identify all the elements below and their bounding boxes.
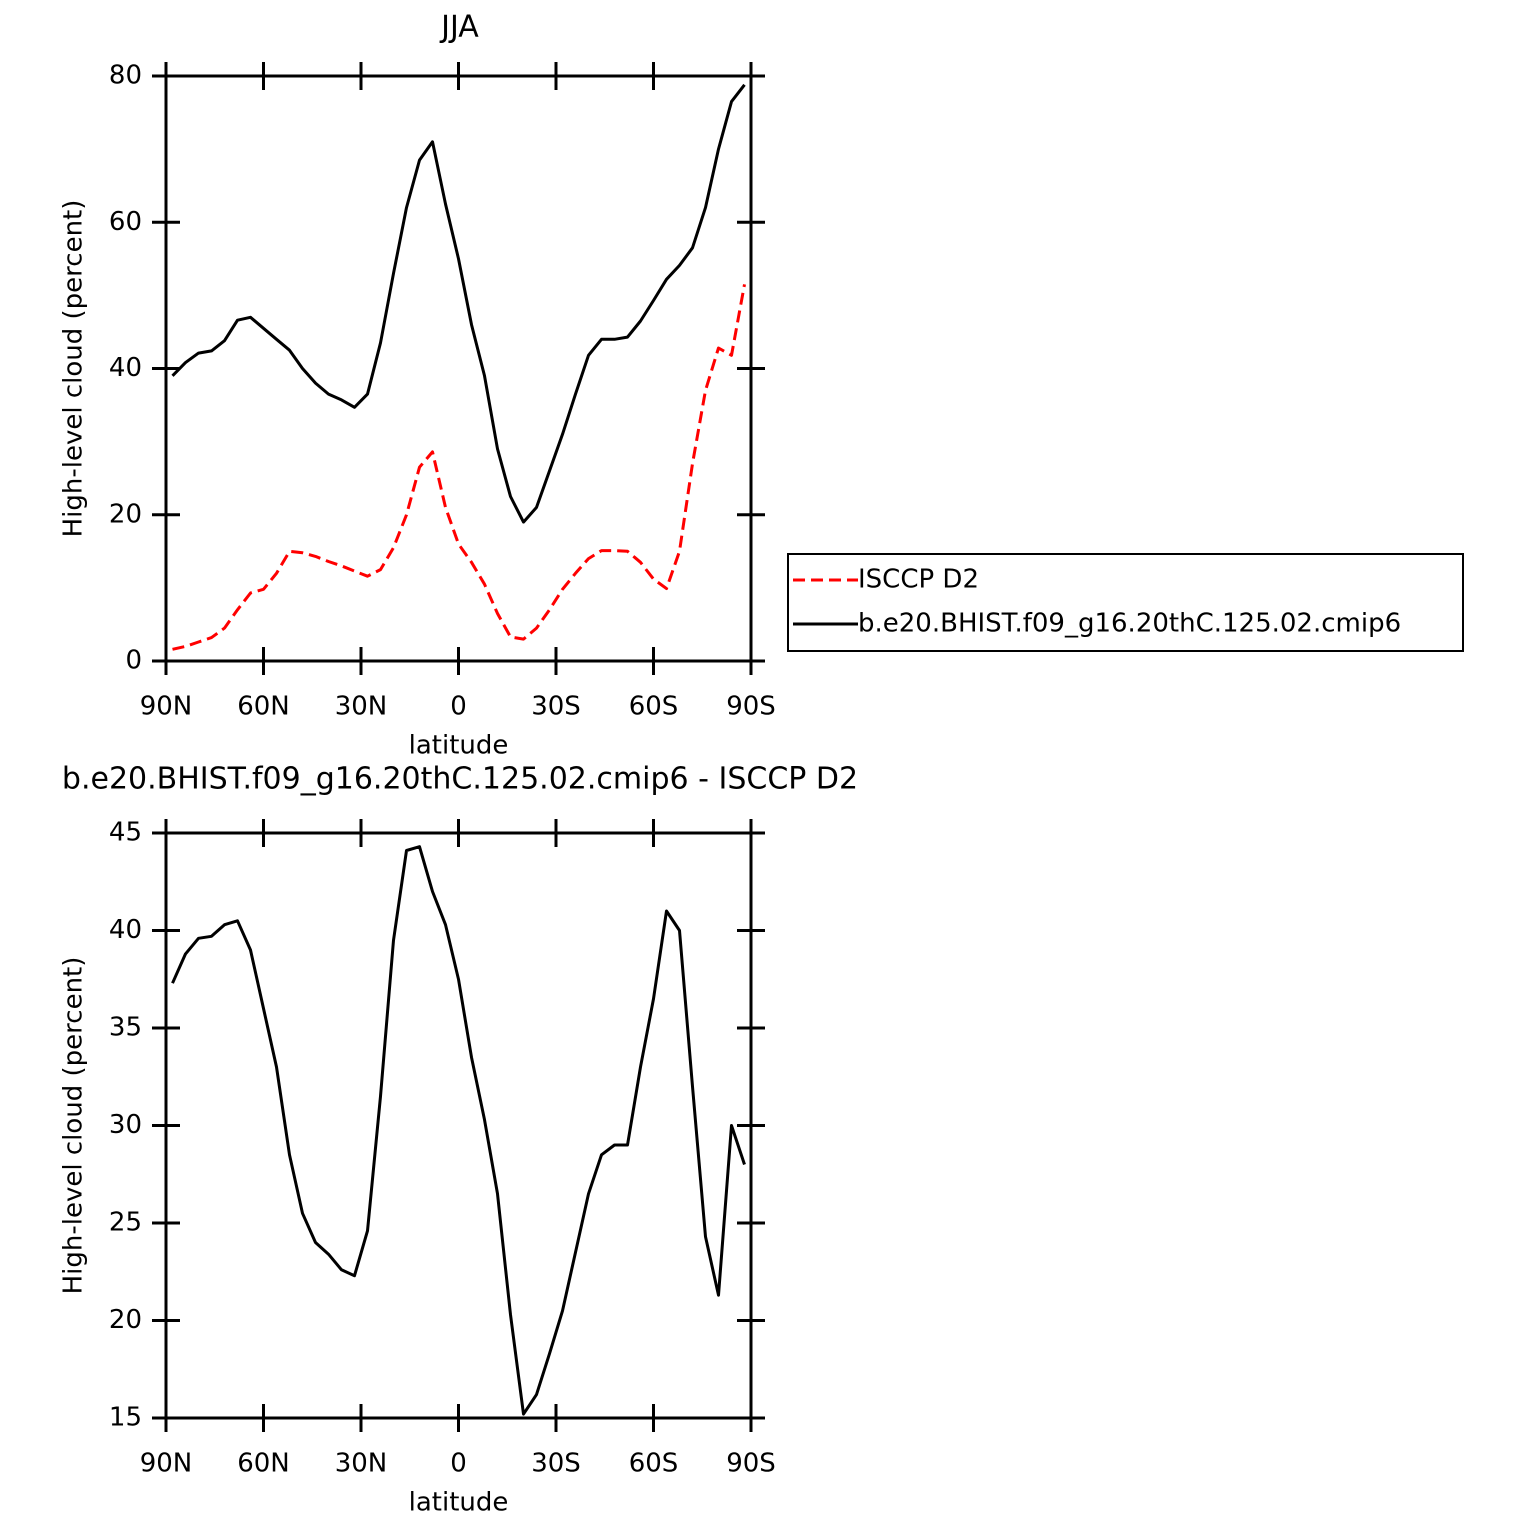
x-tick-label: 60N — [237, 1449, 290, 1479]
y-tick-label: 35 — [109, 1013, 142, 1043]
y-tick-label: 20 — [109, 499, 142, 529]
x-tick-label: 60S — [629, 1449, 679, 1479]
x-tick-label: 30N — [335, 1449, 388, 1479]
x-tick-label: 90S — [726, 692, 776, 722]
data-line — [172, 284, 746, 651]
x-tick-label: 30N — [335, 692, 388, 722]
y-tick-label: 20 — [109, 1305, 142, 1335]
y-tick-label: 30 — [109, 1110, 142, 1140]
x-tick-label: 60N — [237, 692, 290, 722]
x-tick-label: 60S — [629, 692, 679, 722]
plot-frame — [164, 831, 753, 1420]
chart-title: b.e20.BHIST.f09_g16.20thC.125.02.cmip6 -… — [62, 762, 858, 797]
x-tick-label: 30S — [531, 692, 581, 722]
chart-title: JJA — [439, 10, 479, 45]
x-tick-label: 30S — [531, 1449, 581, 1479]
x-tick-label: 90S — [726, 1449, 776, 1479]
data-line — [171, 845, 746, 1416]
x-tick-label: 90N — [140, 692, 193, 722]
x-tick-label: 0 — [450, 692, 467, 722]
y-axis-label: High-level cloud (percent) — [59, 957, 89, 1295]
legend-label: ISCCP D2 — [858, 565, 979, 595]
x-tick-label: 0 — [450, 1449, 467, 1479]
x-axis-label: latitude — [409, 731, 509, 761]
y-tick-label: 15 — [109, 1403, 142, 1433]
data-line — [171, 83, 746, 524]
y-tick-label: 60 — [109, 207, 142, 237]
y-tick-label: 40 — [109, 353, 142, 383]
y-axis-label: High-level cloud (percent) — [59, 200, 89, 538]
legend: ISCCP D2 b.e20.BHIST.f09_g16.20thC.125.02… — [787, 553, 1464, 652]
x-tick-label: 90N — [140, 1449, 193, 1479]
y-tick-label: 45 — [109, 818, 142, 848]
legend-label: b.e20.BHIST.f09_g16.20thC.125.02.cmip6 — [858, 609, 1401, 639]
x-axis-label: latitude — [409, 1488, 509, 1518]
y-tick-label: 40 — [109, 915, 142, 945]
y-tick-label: 25 — [109, 1208, 142, 1238]
plot-frame — [164, 74, 753, 663]
y-tick-label: 80 — [109, 61, 142, 91]
legend-box — [787, 553, 1464, 652]
y-tick-label: 0 — [125, 646, 142, 676]
